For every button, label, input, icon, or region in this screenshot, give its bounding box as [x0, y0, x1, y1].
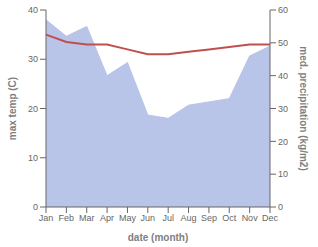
svg-text:Sep: Sep: [201, 213, 217, 223]
svg-text:Feb: Feb: [59, 213, 75, 223]
svg-text:med. precipitation (kg/m2): med. precipitation (kg/m2): [298, 46, 309, 170]
svg-text:40: 40: [28, 5, 38, 15]
svg-text:30: 30: [28, 54, 38, 64]
svg-text:Mar: Mar: [79, 213, 95, 223]
svg-text:60: 60: [278, 5, 288, 15]
svg-text:Dec: Dec: [262, 213, 279, 223]
svg-text:Jun: Jun: [141, 213, 156, 223]
svg-text:May: May: [119, 213, 137, 223]
svg-text:max temp (C): max temp (C): [8, 77, 18, 140]
svg-text:40: 40: [278, 71, 288, 81]
svg-text:Jan: Jan: [39, 213, 54, 223]
svg-text:Apr: Apr: [100, 213, 114, 223]
svg-text:20: 20: [28, 104, 38, 114]
svg-text:50: 50: [278, 38, 288, 48]
svg-text:0: 0: [278, 202, 283, 212]
svg-text:20: 20: [278, 137, 288, 147]
svg-text:30: 30: [278, 104, 288, 114]
svg-text:date (month): date (month): [128, 232, 189, 243]
svg-text:0: 0: [33, 202, 38, 212]
svg-text:10: 10: [28, 153, 38, 163]
svg-text:Oct: Oct: [222, 213, 237, 223]
svg-text:Nov: Nov: [242, 213, 259, 223]
svg-text:Jul: Jul: [162, 213, 174, 223]
svg-text:Aug: Aug: [181, 213, 197, 223]
svg-text:10: 10: [278, 169, 288, 179]
